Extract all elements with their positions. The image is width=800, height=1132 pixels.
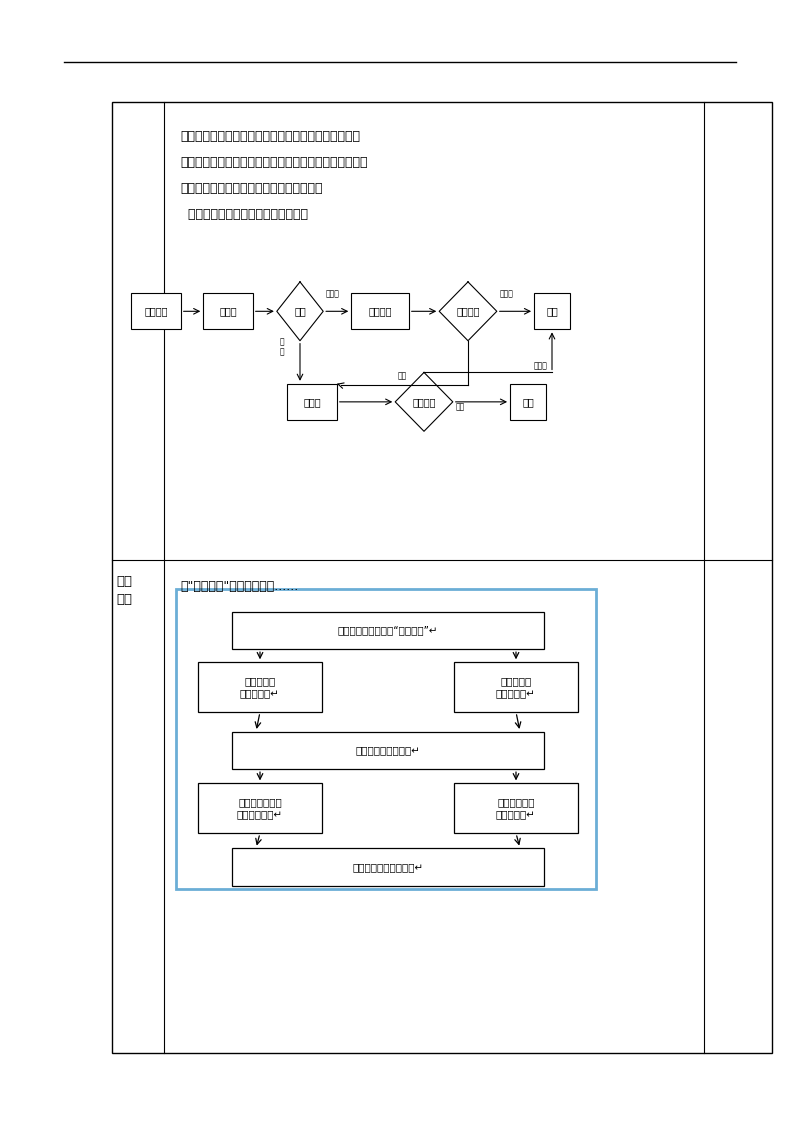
Text: 检验: 检验 <box>294 307 306 316</box>
Text: 不合格: 不合格 <box>499 290 513 299</box>
Text: 精加工的合格品为成品，不合格品为废品。: 精加工的合格品为成品，不合格品为废品。 <box>180 182 322 195</box>
FancyBboxPatch shape <box>232 849 544 885</box>
Text: 合
格: 合 格 <box>280 337 285 357</box>
Text: 合格: 合格 <box>398 371 407 380</box>
FancyBboxPatch shape <box>232 731 544 770</box>
Text: 启导员填写亲子
活动总结纪录↵: 启导员填写亲子 活动总结纪录↵ <box>237 797 283 820</box>
Text: 精加工: 精加工 <box>303 397 321 406</box>
FancyBboxPatch shape <box>287 384 337 420</box>
FancyBboxPatch shape <box>131 293 181 329</box>
FancyBboxPatch shape <box>351 293 409 329</box>
FancyBboxPatch shape <box>454 662 578 712</box>
FancyBboxPatch shape <box>198 783 322 833</box>
FancyBboxPatch shape <box>176 589 596 889</box>
Text: 废品: 废品 <box>546 307 558 316</box>
Text: 零件到达: 零件到达 <box>144 307 168 316</box>
FancyBboxPatch shape <box>198 662 322 712</box>
Text: 児童与家长如约来到“児童之家”↵: 児童与家长如约来到“児童之家”↵ <box>338 626 438 635</box>
Text: 启导员填写服务跟踪表↵: 启导员填写服务跟踪表↵ <box>352 863 424 872</box>
Bar <box>112 102 772 1053</box>
Text: 合格: 合格 <box>455 403 465 412</box>
Text: 不合格: 不合格 <box>534 361 548 370</box>
Text: 四、
探究: 四、 探究 <box>116 575 132 606</box>
Polygon shape <box>277 282 323 341</box>
Text: 不合格: 不合格 <box>326 290 339 299</box>
Text: 成品: 成品 <box>522 397 534 406</box>
FancyBboxPatch shape <box>203 293 253 329</box>
Text: 返修加工的合格品进入精加工，不合格品作为废品处理；: 返修加工的合格品进入精加工，不合格品作为废品处理； <box>180 156 367 169</box>
Text: 最后检验: 最后检验 <box>412 397 436 406</box>
Text: 某"儿童之家"开展亲子活动......: 某"儿童之家"开展亲子活动...... <box>180 580 298 592</box>
FancyBboxPatch shape <box>534 293 570 329</box>
Polygon shape <box>395 372 453 431</box>
Text: 接待児童做
活动前准备↵: 接待児童做 活动前准备↵ <box>240 676 280 698</box>
Text: 初加工的合格品进入精加工，不合格品进入返修加工；: 初加工的合格品进入精加工，不合格品进入返修加工； <box>180 130 360 143</box>
Polygon shape <box>439 282 497 341</box>
Text: 返修加工: 返修加工 <box>368 307 392 316</box>
Text: 返修检验: 返修检验 <box>456 307 480 316</box>
Text: 按亲子活动方案活动↵: 按亲子活动方案活动↵ <box>355 746 421 755</box>
FancyBboxPatch shape <box>232 611 544 650</box>
Text: 用流程图表示这个零件的加工过程。: 用流程图表示这个零件的加工过程。 <box>180 208 308 221</box>
Text: 家长填写亲子
活动反馈卡↵: 家长填写亲子 活动反馈卡↵ <box>496 797 536 820</box>
FancyBboxPatch shape <box>510 384 546 420</box>
FancyBboxPatch shape <box>454 783 578 833</box>
Text: 粗加工: 粗加工 <box>219 307 237 316</box>
Text: 接待家长交
流本周表现↵: 接待家长交 流本周表现↵ <box>496 676 536 698</box>
